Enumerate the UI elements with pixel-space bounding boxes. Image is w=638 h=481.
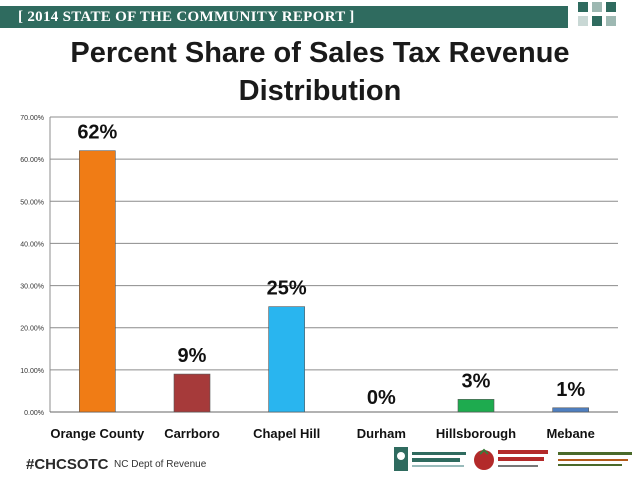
y-tick-label: 40.00% — [20, 241, 44, 248]
bar — [79, 150, 116, 413]
data-label: 25% — [267, 278, 307, 300]
x-tick-label: Chapel Hill — [253, 426, 320, 441]
bar — [268, 306, 305, 413]
banner-square — [606, 16, 616, 26]
data-label: 62% — [77, 122, 117, 144]
y-tick-label: 30.00% — [20, 284, 44, 291]
x-tick-label: Mebane — [546, 426, 594, 441]
bar — [457, 399, 495, 413]
y-tick-label: 60.00% — [20, 157, 44, 164]
y-tick-label: 10.00% — [20, 368, 44, 375]
banner-square — [578, 2, 588, 12]
x-tick-label: Hillsborough — [436, 426, 516, 441]
y-tick-label: 70.00% — [20, 115, 44, 122]
tcf-logo — [392, 444, 468, 476]
x-tick-label: Carrboro — [164, 426, 220, 441]
bar — [173, 373, 211, 413]
data-label: 1% — [556, 379, 585, 401]
chart-title: Percent Share of Sales Tax Revenue Distr… — [70, 37, 570, 107]
banner-text: [ 2014 STATE OF THE COMMUNITY REPORT ] — [18, 9, 355, 25]
x-tick-label: Durham — [357, 426, 406, 441]
y-tick-label: 50.00% — [20, 199, 44, 206]
banner-square — [592, 16, 602, 26]
banner-squares-icon — [578, 2, 634, 32]
data-label: 3% — [462, 370, 491, 392]
partnership-logo — [556, 444, 634, 476]
report-banner: [ 2014 STATE OF THE COMMUNITY REPORT ] — [0, 0, 638, 28]
y-tick-label: 0.00% — [24, 410, 44, 417]
data-label: 0% — [367, 387, 396, 409]
banner-square — [578, 16, 588, 26]
footer-hashtag: #CHCSOTC — [26, 456, 109, 473]
data-label: 9% — [178, 345, 207, 367]
bar — [552, 407, 589, 413]
banner-square — [592, 2, 602, 12]
footer-source: NC Dept of Revenue — [114, 459, 207, 470]
x-tick-label: Orange County — [50, 426, 145, 441]
chamber-logo — [472, 444, 552, 476]
banner-bar — [0, 6, 568, 28]
sponsor-logos — [392, 444, 636, 478]
y-tick-label: 20.00% — [20, 326, 44, 333]
banner-square — [606, 2, 616, 12]
